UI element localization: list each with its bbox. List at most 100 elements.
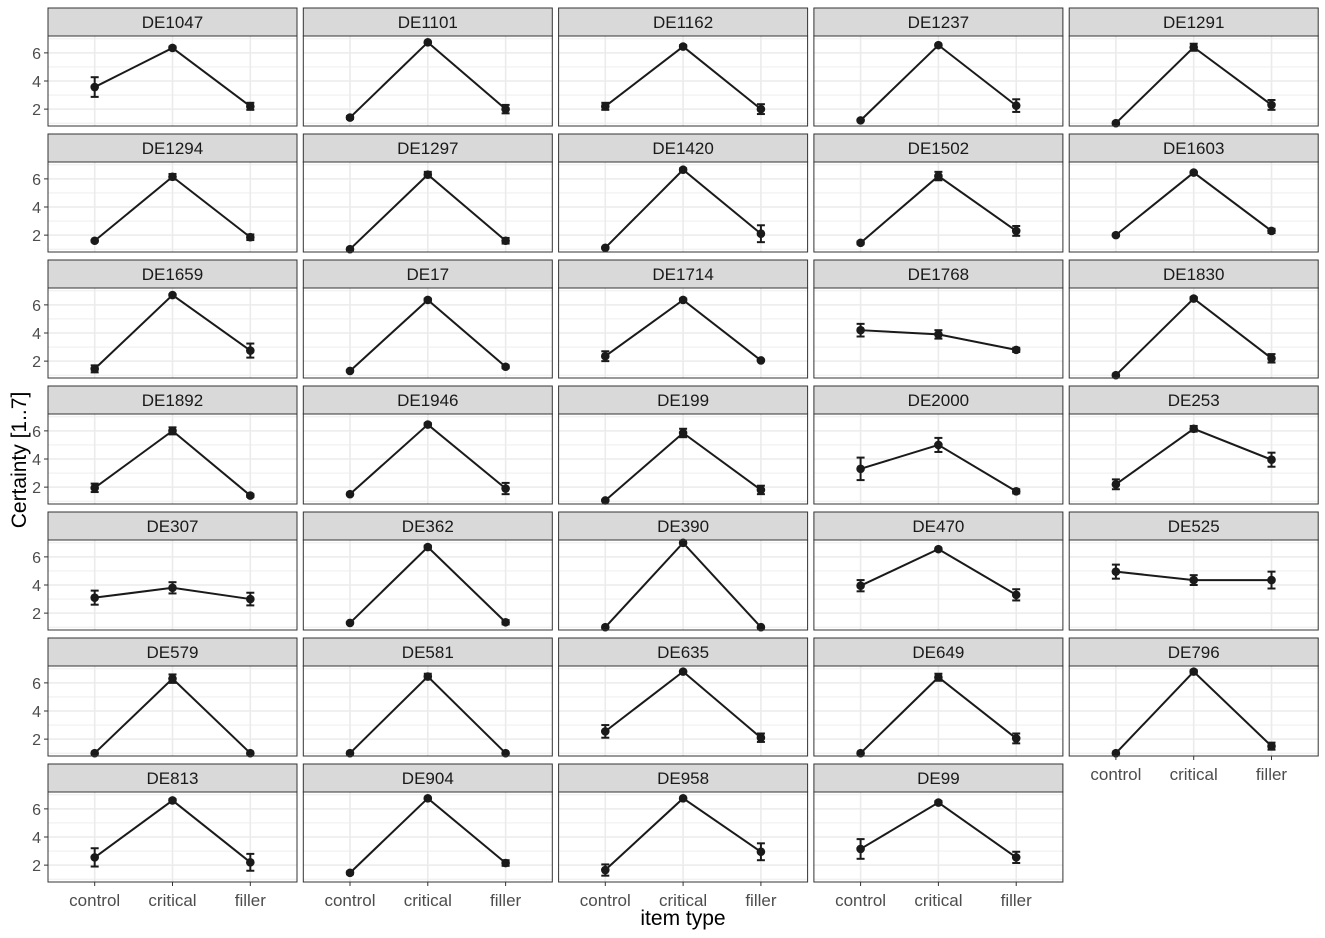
panel-border	[1068, 35, 1319, 127]
facet-title: DE253	[1168, 391, 1220, 410]
facet-title: DE904	[402, 769, 454, 788]
facet-title: DE635	[657, 643, 709, 662]
data-point	[1011, 853, 1021, 862]
y-tick-label: 2	[32, 480, 41, 497]
data-point	[756, 733, 766, 743]
facet-panel: DE1294 2 4 6	[32, 133, 298, 253]
panel-border	[813, 413, 1064, 505]
y-tick-label: 2	[32, 606, 41, 623]
panel-border	[302, 35, 553, 127]
facet-panel: DE470	[813, 511, 1064, 631]
data-point	[600, 243, 610, 253]
data-point	[678, 667, 688, 676]
x-tick-label: filler	[235, 891, 267, 910]
panel-border	[558, 665, 809, 757]
data-point	[600, 622, 610, 632]
facet-panel: DE813 2 4 6 control critical filler	[32, 763, 298, 910]
data-point	[1267, 100, 1276, 110]
facet-title: DE1714	[652, 265, 713, 284]
y-tick-label: 6	[32, 172, 41, 189]
data-point	[600, 727, 610, 736]
data-point	[756, 485, 766, 495]
x-axis-label: item type	[640, 907, 725, 930]
data-point	[1111, 230, 1121, 240]
panel-border	[1068, 287, 1319, 379]
y-tick-label: 4	[32, 704, 41, 721]
y-tick-label: 6	[32, 802, 41, 819]
data-point	[934, 330, 943, 339]
panel-border	[813, 35, 1064, 127]
facet-title: DE1420	[652, 139, 713, 158]
x-tick-label: control	[324, 891, 375, 910]
data-point	[934, 440, 943, 450]
y-tick-label: 2	[32, 102, 41, 119]
data-point	[246, 491, 255, 500]
facet-panel: DE17	[302, 259, 553, 379]
facet-panel: DE199	[558, 385, 809, 505]
facet-title: DE813	[147, 769, 199, 788]
panel-border	[1068, 413, 1319, 505]
data-point	[345, 618, 355, 628]
data-point	[423, 672, 433, 681]
data-point	[90, 82, 99, 92]
facet-panel: DE1101	[302, 7, 553, 127]
facet-title: DE2000	[908, 391, 969, 410]
panel-border	[558, 35, 809, 127]
facet-panel: DE1714	[558, 259, 809, 379]
data-point	[600, 102, 610, 111]
facet-title: DE1162	[653, 13, 713, 32]
data-point	[756, 622, 766, 632]
y-tick-label: 2	[32, 732, 41, 749]
y-tick-label: 6	[32, 46, 41, 63]
data-point	[345, 489, 355, 499]
panel-border	[302, 413, 553, 505]
facet-panel: DE1603	[1068, 133, 1319, 253]
facet-panel: DE390	[558, 511, 809, 632]
facet-strip	[302, 511, 553, 541]
facet-title: DE1830	[1163, 265, 1224, 284]
x-tick-label: critical	[914, 891, 962, 910]
facet-panel: DE1830	[1068, 259, 1319, 380]
x-tick-label: critical	[404, 891, 452, 910]
panel-border	[302, 665, 553, 757]
data-point	[756, 847, 766, 857]
data-point	[501, 748, 510, 758]
facet-title: DE362	[402, 517, 454, 536]
panel-border	[558, 287, 809, 379]
data-point	[423, 170, 433, 179]
data-point	[501, 484, 510, 493]
facet-strip	[558, 259, 809, 289]
data-point	[1267, 575, 1276, 585]
x-tick-label: filler	[490, 891, 522, 910]
data-point	[678, 165, 688, 175]
facet-title: DE1892	[142, 391, 203, 410]
facet-strip	[47, 511, 298, 541]
data-point	[246, 594, 255, 604]
x-tick-label: control	[1090, 765, 1141, 784]
panel-border	[1068, 539, 1319, 631]
y-axis-label: Certainty [1..7]	[8, 392, 31, 529]
data-point	[423, 542, 433, 552]
facet-strip	[1068, 637, 1319, 667]
panel-border	[1068, 161, 1319, 253]
facet-panel: DE1237	[813, 7, 1064, 127]
data-point	[856, 581, 865, 591]
facet-title: DE1502	[908, 139, 969, 158]
facet-title: DE1946	[397, 391, 458, 410]
data-point	[90, 364, 99, 374]
facet-panel: DE635	[558, 637, 809, 757]
data-point	[678, 794, 688, 803]
data-point	[1189, 424, 1198, 434]
data-point	[90, 593, 99, 602]
data-point	[756, 356, 766, 365]
data-point	[90, 236, 99, 246]
y-tick-label: 6	[32, 424, 41, 441]
data-point	[756, 229, 766, 239]
x-tick-label: control	[835, 891, 886, 910]
facet-strip	[302, 7, 553, 37]
data-point	[1011, 734, 1021, 743]
data-point	[246, 748, 255, 758]
data-point	[168, 796, 177, 805]
facet-title: DE796	[1168, 643, 1220, 662]
